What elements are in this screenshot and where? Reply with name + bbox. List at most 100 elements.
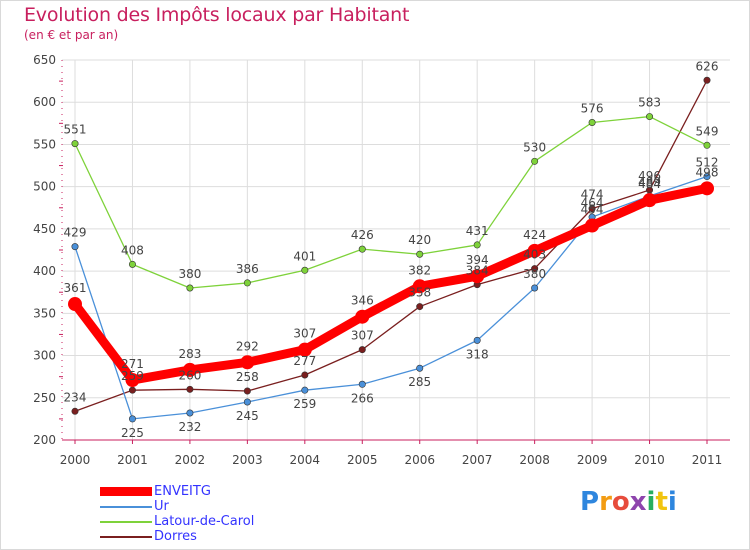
point-ur bbox=[531, 284, 539, 292]
x-tick-label: 2006 bbox=[404, 453, 435, 467]
data-label-dorres: 496 bbox=[638, 169, 661, 183]
x-tick-label: 2003 bbox=[232, 453, 263, 467]
data-label-enveitg: 346 bbox=[351, 294, 374, 308]
x-tick-label: 2010 bbox=[634, 453, 665, 467]
point-enveitg bbox=[585, 218, 600, 233]
data-labels: 361 271 283 292 307 346 382 394 424 454 484 498 429 2… bbox=[64, 59, 719, 440]
data-label-latour-de-carol: 583 bbox=[638, 96, 661, 110]
data-label-enveitg: 271 bbox=[121, 357, 144, 371]
point-enveitg bbox=[240, 355, 255, 370]
data-label-ur: 380 bbox=[523, 267, 546, 281]
point-latour-de-carol bbox=[416, 250, 424, 258]
series-line-ur bbox=[74, 175, 708, 420]
point-latour-de-carol bbox=[358, 245, 366, 253]
data-label-dorres: 234 bbox=[64, 390, 87, 404]
chart-title: Evolution des Impôts locaux par Habitant bbox=[24, 4, 410, 26]
point-enveitg bbox=[125, 373, 140, 388]
data-label-ur: 245 bbox=[236, 409, 259, 423]
point-enveitg bbox=[470, 269, 485, 284]
point-latour-de-carol bbox=[588, 118, 596, 126]
point-dorres bbox=[243, 387, 251, 395]
data-label-enveitg: 394 bbox=[466, 253, 489, 267]
data-label-dorres: 358 bbox=[408, 286, 431, 300]
point-latour-de-carol bbox=[301, 266, 309, 274]
data-label-enveitg: 292 bbox=[236, 339, 259, 353]
point-enveitg bbox=[527, 243, 542, 258]
data-label-ur: 489 bbox=[638, 175, 661, 189]
y-tick-label: 250 bbox=[33, 391, 56, 405]
legend-label-dorres: Dorres bbox=[154, 529, 197, 544]
legend-swatch-enveitg bbox=[100, 487, 152, 496]
point-ur bbox=[301, 386, 309, 394]
data-label-latour-de-carol: 380 bbox=[178, 267, 201, 281]
data-label-ur: 285 bbox=[408, 375, 431, 389]
x-tick-label: 2009 bbox=[577, 453, 608, 467]
data-label-dorres: 474 bbox=[581, 188, 604, 202]
logo-letter-2: r bbox=[599, 487, 612, 517]
series-line-enveitg bbox=[70, 183, 712, 385]
y-tick-label: 500 bbox=[33, 180, 56, 194]
data-label-dorres: 277 bbox=[293, 354, 316, 368]
data-label-latour-de-carol: 549 bbox=[696, 124, 719, 138]
chart-subtitle: (en € et par an) bbox=[24, 28, 119, 42]
point-latour-de-carol bbox=[646, 113, 654, 121]
point-latour-de-carol bbox=[703, 141, 711, 149]
x-tick-label: 2007 bbox=[462, 453, 493, 467]
point-dorres bbox=[703, 76, 711, 84]
logo-letter-7: i bbox=[667, 487, 677, 517]
legend-swatch-latour-de-carol bbox=[100, 521, 152, 523]
point-ur bbox=[128, 415, 136, 423]
data-label-latour-de-carol: 576 bbox=[581, 101, 604, 115]
data-label-dorres: 259 bbox=[121, 369, 144, 383]
data-label-ur: 429 bbox=[64, 226, 87, 240]
data-label-ur: 512 bbox=[696, 156, 719, 170]
data-label-dorres: 307 bbox=[351, 329, 374, 343]
logo-letter-1: P bbox=[580, 487, 600, 517]
point-latour-de-carol bbox=[186, 284, 194, 292]
data-label-enveitg: 283 bbox=[178, 347, 201, 361]
point-latour-de-carol bbox=[243, 279, 251, 287]
point-dorres bbox=[186, 385, 194, 393]
x-axis: 2000 2001 2002 2003 2004 2005 2006 2007 2008 2009… bbox=[60, 439, 730, 467]
point-latour-de-carol bbox=[473, 241, 481, 249]
point-ur bbox=[703, 173, 711, 181]
y-tick-label: 650 bbox=[33, 53, 56, 67]
x-tick-label: 2005 bbox=[347, 453, 378, 467]
data-label-latour-de-carol: 408 bbox=[121, 243, 144, 257]
legend-label-latour-de-carol: Latour-de-Carol bbox=[154, 514, 255, 529]
x-tick-label: 2004 bbox=[290, 453, 321, 467]
y-axis: 200 250 300 350 400 450 500 550 600 650 bbox=[33, 53, 63, 447]
y-tick-label: 550 bbox=[33, 137, 56, 151]
legend-label-enveitg: ENVEITG bbox=[154, 484, 211, 499]
data-label-latour-de-carol: 551 bbox=[64, 123, 87, 137]
logo-letter-6: t bbox=[655, 487, 668, 517]
point-ur bbox=[358, 380, 366, 388]
point-ur bbox=[71, 243, 79, 251]
data-label-ur: 318 bbox=[466, 347, 489, 361]
point-enveitg bbox=[182, 362, 197, 377]
y-tick-label: 350 bbox=[33, 306, 56, 320]
legend-label-ur: Ur bbox=[154, 499, 169, 514]
point-dorres bbox=[416, 303, 424, 311]
data-label-dorres: 260 bbox=[178, 368, 201, 382]
y-tick-label: 300 bbox=[33, 349, 56, 363]
data-label-ur: 225 bbox=[121, 426, 144, 440]
point-enveitg bbox=[412, 279, 427, 294]
data-label-enveitg: 484 bbox=[638, 177, 661, 191]
data-label-latour-de-carol: 386 bbox=[236, 262, 259, 276]
data-label-enveitg: 361 bbox=[64, 281, 87, 295]
point-dorres bbox=[71, 407, 79, 415]
grid bbox=[62, 59, 730, 441]
y-tick-label: 400 bbox=[33, 264, 56, 278]
point-dorres bbox=[588, 205, 596, 213]
logo-letter-5: i bbox=[646, 487, 656, 517]
point-enveitg bbox=[297, 342, 312, 357]
point-dorres bbox=[128, 386, 136, 394]
point-ur bbox=[186, 409, 194, 417]
logo-letter-4: x bbox=[629, 487, 647, 517]
point-enveitg bbox=[700, 181, 714, 196]
y-tick-label: 450 bbox=[33, 222, 56, 236]
x-tick-label: 2008 bbox=[519, 453, 550, 467]
